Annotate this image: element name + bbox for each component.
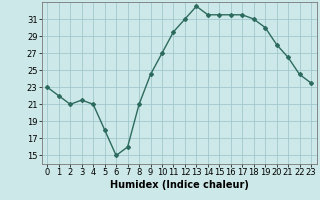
X-axis label: Humidex (Indice chaleur): Humidex (Indice chaleur)	[110, 180, 249, 190]
